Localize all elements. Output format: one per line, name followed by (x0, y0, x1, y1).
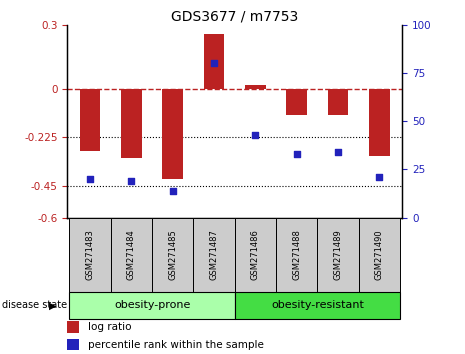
Bar (111, 218, 152, 292)
Text: GSM271484: GSM271484 (127, 229, 136, 280)
Point (211, 61, 218, 66)
Bar (235, 292, 400, 319)
Text: GSM271485: GSM271485 (168, 229, 177, 280)
Point (128, 178, 135, 184)
Text: percentile rank within the sample: percentile rank within the sample (87, 340, 263, 350)
Bar (235, 218, 276, 292)
Text: GSM271487: GSM271487 (210, 229, 219, 280)
Bar (152, 218, 193, 292)
Bar (80, 89, 100, 151)
Bar (69, 292, 235, 319)
Point (86, 176, 94, 182)
Text: obesity-prone: obesity-prone (114, 300, 190, 310)
Point (376, 175, 383, 180)
Bar (67, 321, 79, 333)
Bar (318, 218, 359, 292)
Point (169, 188, 177, 194)
Bar (369, 89, 390, 155)
Title: GDS3677 / m7753: GDS3677 / m7753 (171, 10, 299, 24)
Point (252, 132, 259, 138)
Text: GSM271490: GSM271490 (375, 229, 384, 280)
Point (334, 149, 342, 155)
Bar (193, 218, 235, 292)
Text: ▶: ▶ (49, 300, 56, 310)
Text: disease state: disease state (2, 300, 67, 310)
Text: obesity-resistant: obesity-resistant (271, 300, 364, 310)
Point (293, 151, 300, 157)
Text: log ratio: log ratio (87, 322, 131, 332)
Bar (69, 218, 111, 292)
Bar (121, 89, 142, 158)
Bar (286, 89, 307, 115)
Bar (67, 339, 79, 350)
Bar (204, 34, 225, 89)
Bar (245, 85, 266, 89)
Text: GSM271489: GSM271489 (334, 229, 343, 280)
Bar (359, 218, 400, 292)
Text: GSM271483: GSM271483 (86, 229, 95, 280)
Bar (276, 218, 318, 292)
Text: GSM271488: GSM271488 (292, 229, 301, 280)
Bar (162, 89, 183, 179)
Text: GSM271486: GSM271486 (251, 229, 260, 280)
Bar (328, 89, 348, 115)
